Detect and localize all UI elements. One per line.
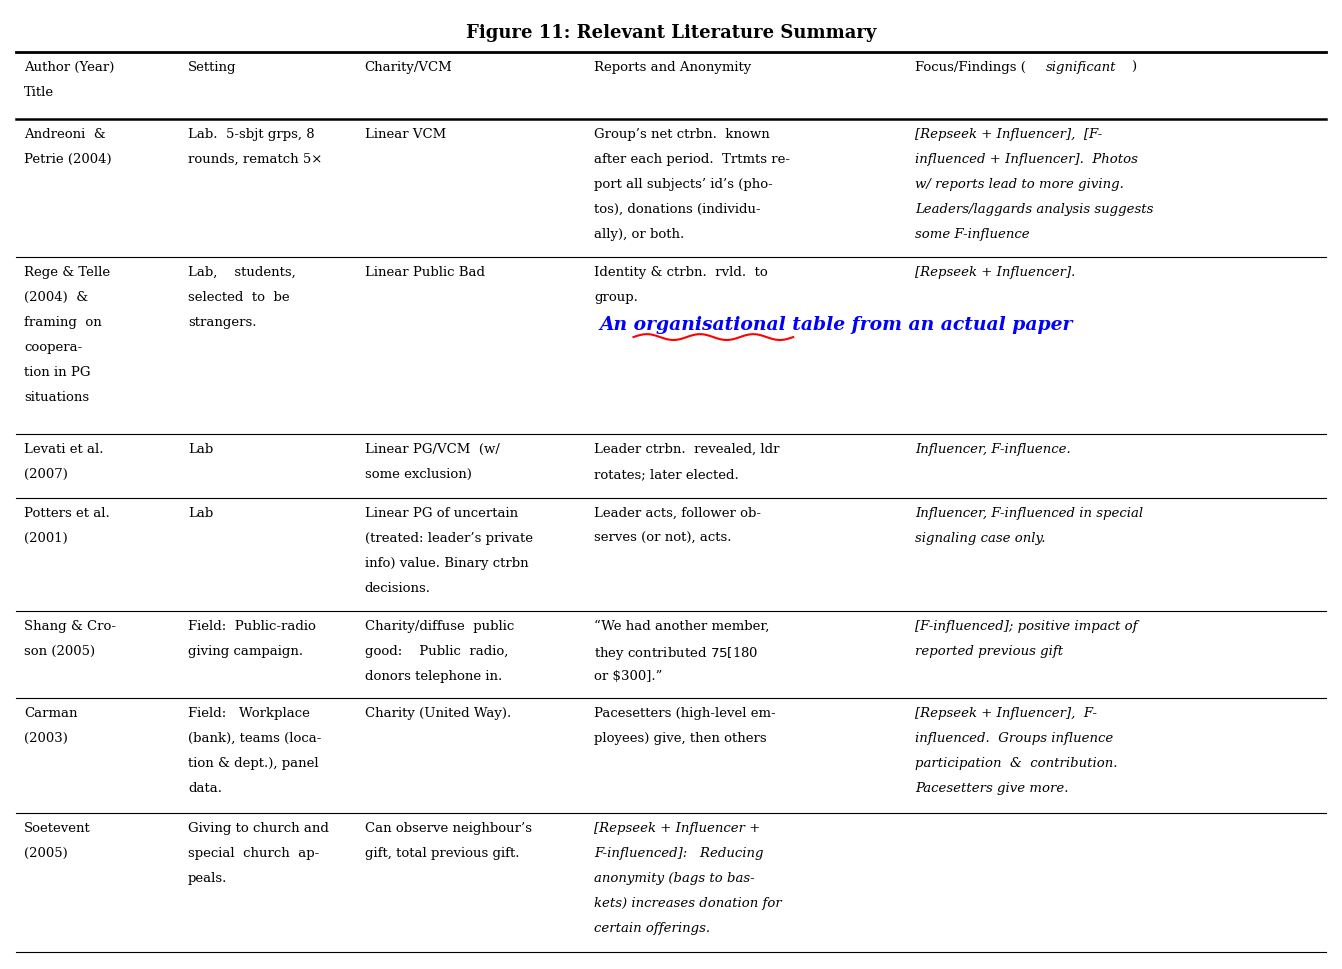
Text: (2005): (2005) xyxy=(24,846,68,860)
Text: Field:  Public-radio: Field: Public-radio xyxy=(188,619,315,632)
Text: rounds, rematch 5×: rounds, rematch 5× xyxy=(188,152,322,166)
Text: after each period.  Trtmts re-: after each period. Trtmts re- xyxy=(595,152,790,166)
Text: Petrie (2004): Petrie (2004) xyxy=(24,152,111,166)
Text: influenced.  Groups influence: influenced. Groups influence xyxy=(915,731,1113,744)
Text: (2001): (2001) xyxy=(24,531,68,545)
Text: Setting: Setting xyxy=(188,61,236,74)
Text: selected  to  be: selected to be xyxy=(188,291,290,303)
Text: Charity/diffuse  public: Charity/diffuse public xyxy=(365,619,514,632)
Text: signaling case only.: signaling case only. xyxy=(915,531,1045,545)
Text: good:    Public  radio,: good: Public radio, xyxy=(365,643,509,657)
Text: F-influenced]:   Reducing: F-influenced]: Reducing xyxy=(595,846,764,860)
Text: ally), or both.: ally), or both. xyxy=(595,228,684,240)
Text: Pacesetters (high-level em-: Pacesetters (high-level em- xyxy=(595,706,776,719)
Text: donors telephone in.: donors telephone in. xyxy=(365,669,502,682)
Text: Leaders/laggards analysis suggests: Leaders/laggards analysis suggests xyxy=(915,203,1153,215)
Text: significant: significant xyxy=(1045,61,1117,74)
Text: Reports and Anonymity: Reports and Anonymity xyxy=(595,61,752,74)
Text: Linear Public Bad: Linear Public Bad xyxy=(365,266,484,279)
Text: Can observe neighbour’s: Can observe neighbour’s xyxy=(365,821,531,834)
Text: participation  &  contribution.: participation & contribution. xyxy=(915,756,1118,768)
Text: (bank), teams (loca-: (bank), teams (loca- xyxy=(188,731,321,744)
Text: decisions.: decisions. xyxy=(365,581,431,594)
Text: (2007): (2007) xyxy=(24,467,68,481)
Text: Soetevent: Soetevent xyxy=(24,821,91,834)
Text: Potters et al.: Potters et al. xyxy=(24,507,110,519)
Text: [Repseek + Influencer],  [F-: [Repseek + Influencer], [F- xyxy=(915,128,1102,141)
Text: strangers.: strangers. xyxy=(188,316,256,328)
Text: Influencer, F-influence.: Influencer, F-influence. xyxy=(915,443,1071,455)
Text: Leader acts, follower ob-: Leader acts, follower ob- xyxy=(595,507,761,519)
Text: kets) increases donation for: kets) increases donation for xyxy=(595,896,781,909)
Text: Figure 11: Relevant Literature Summary: Figure 11: Relevant Literature Summary xyxy=(466,24,876,43)
Text: Lab.  5-sbjt grps, 8: Lab. 5-sbjt grps, 8 xyxy=(188,128,314,141)
Text: Group’s net ctrbn.  known: Group’s net ctrbn. known xyxy=(595,128,770,141)
Text: rotates; later elected.: rotates; later elected. xyxy=(595,467,738,481)
Text: [Repseek + Influencer].: [Repseek + Influencer]. xyxy=(915,266,1075,279)
Text: reported previous gift: reported previous gift xyxy=(915,643,1063,657)
Text: gift, total previous gift.: gift, total previous gift. xyxy=(365,846,519,860)
Text: Levati et al.: Levati et al. xyxy=(24,443,103,455)
Text: group.: group. xyxy=(595,291,637,303)
Text: they contributed $75 [$180: they contributed $75 [$180 xyxy=(595,643,758,661)
Text: port all subjects’ id’s (pho-: port all subjects’ id’s (pho- xyxy=(595,177,773,191)
Text: influenced + Influencer].  Photos: influenced + Influencer]. Photos xyxy=(915,152,1138,166)
Text: son (2005): son (2005) xyxy=(24,643,95,657)
Text: Lab: Lab xyxy=(188,443,213,455)
Text: coopera-: coopera- xyxy=(24,341,82,354)
Text: (2003): (2003) xyxy=(24,731,68,744)
Text: “We had another member,: “We had another member, xyxy=(595,619,769,632)
Text: tion & dept.), panel: tion & dept.), panel xyxy=(188,756,318,768)
Text: Charity/VCM: Charity/VCM xyxy=(365,61,452,74)
Text: Linear VCM: Linear VCM xyxy=(365,128,446,141)
Text: Field:   Workplace: Field: Workplace xyxy=(188,706,310,719)
Text: Focus/Findings (: Focus/Findings ( xyxy=(915,61,1025,74)
Text: Identity & ctrbn.  rvld.  to: Identity & ctrbn. rvld. to xyxy=(595,266,768,279)
Text: (2004)  &: (2004) & xyxy=(24,291,89,303)
Text: tos), donations (individu-: tos), donations (individu- xyxy=(595,203,761,215)
Text: Lab,    students,: Lab, students, xyxy=(188,266,295,279)
Text: Rege & Telle: Rege & Telle xyxy=(24,266,110,279)
Text: [Repseek + Influencer +: [Repseek + Influencer + xyxy=(595,821,761,834)
Text: tion in PG: tion in PG xyxy=(24,365,91,379)
Text: Linear PG/VCM  (w/: Linear PG/VCM (w/ xyxy=(365,443,499,455)
Text: [F-influenced]; positive impact of: [F-influenced]; positive impact of xyxy=(915,619,1137,632)
Text: framing  on: framing on xyxy=(24,316,102,328)
Text: situations: situations xyxy=(24,391,90,403)
Text: Shang & Cro-: Shang & Cro- xyxy=(24,619,117,632)
Text: Author (Year): Author (Year) xyxy=(24,61,114,74)
Text: certain offerings.: certain offerings. xyxy=(595,921,710,934)
Text: serves (or not), acts.: serves (or not), acts. xyxy=(595,531,731,545)
Text: anonymity (bags to bas-: anonymity (bags to bas- xyxy=(595,871,754,884)
Text: Pacesetters give more.: Pacesetters give more. xyxy=(915,781,1068,794)
Text: Giving to church and: Giving to church and xyxy=(188,821,329,834)
Text: peals.: peals. xyxy=(188,871,227,884)
Text: [Repseek + Influencer],  F-: [Repseek + Influencer], F- xyxy=(915,706,1096,719)
Text: Charity (United Way).: Charity (United Way). xyxy=(365,706,511,719)
Text: An organisational table from an actual paper: An organisational table from an actual p… xyxy=(600,316,1072,334)
Text: giving campaign.: giving campaign. xyxy=(188,643,303,657)
Text: data.: data. xyxy=(188,781,221,794)
Text: ployees) give, then others: ployees) give, then others xyxy=(595,731,766,744)
Text: special  church  ap-: special church ap- xyxy=(188,846,319,860)
Text: info) value. Binary ctrbn: info) value. Binary ctrbn xyxy=(365,556,529,569)
Text: ): ) xyxy=(1131,61,1135,74)
Text: Carman: Carman xyxy=(24,706,78,719)
Text: Andreoni  &: Andreoni & xyxy=(24,128,106,141)
Text: (treated: leader’s private: (treated: leader’s private xyxy=(365,531,533,545)
Text: Title: Title xyxy=(24,86,54,99)
Text: Influencer, F-influenced in special: Influencer, F-influenced in special xyxy=(915,507,1143,519)
Text: or $300].”: or $300].” xyxy=(595,669,663,682)
Text: w/ reports lead to more giving.: w/ reports lead to more giving. xyxy=(915,177,1123,191)
Text: some exclusion): some exclusion) xyxy=(365,467,471,481)
Text: Leader ctrbn.  revealed, ldr: Leader ctrbn. revealed, ldr xyxy=(595,443,780,455)
Text: Lab: Lab xyxy=(188,507,213,519)
Text: some F-influence: some F-influence xyxy=(915,228,1029,240)
Text: Linear PG of uncertain: Linear PG of uncertain xyxy=(365,507,518,519)
